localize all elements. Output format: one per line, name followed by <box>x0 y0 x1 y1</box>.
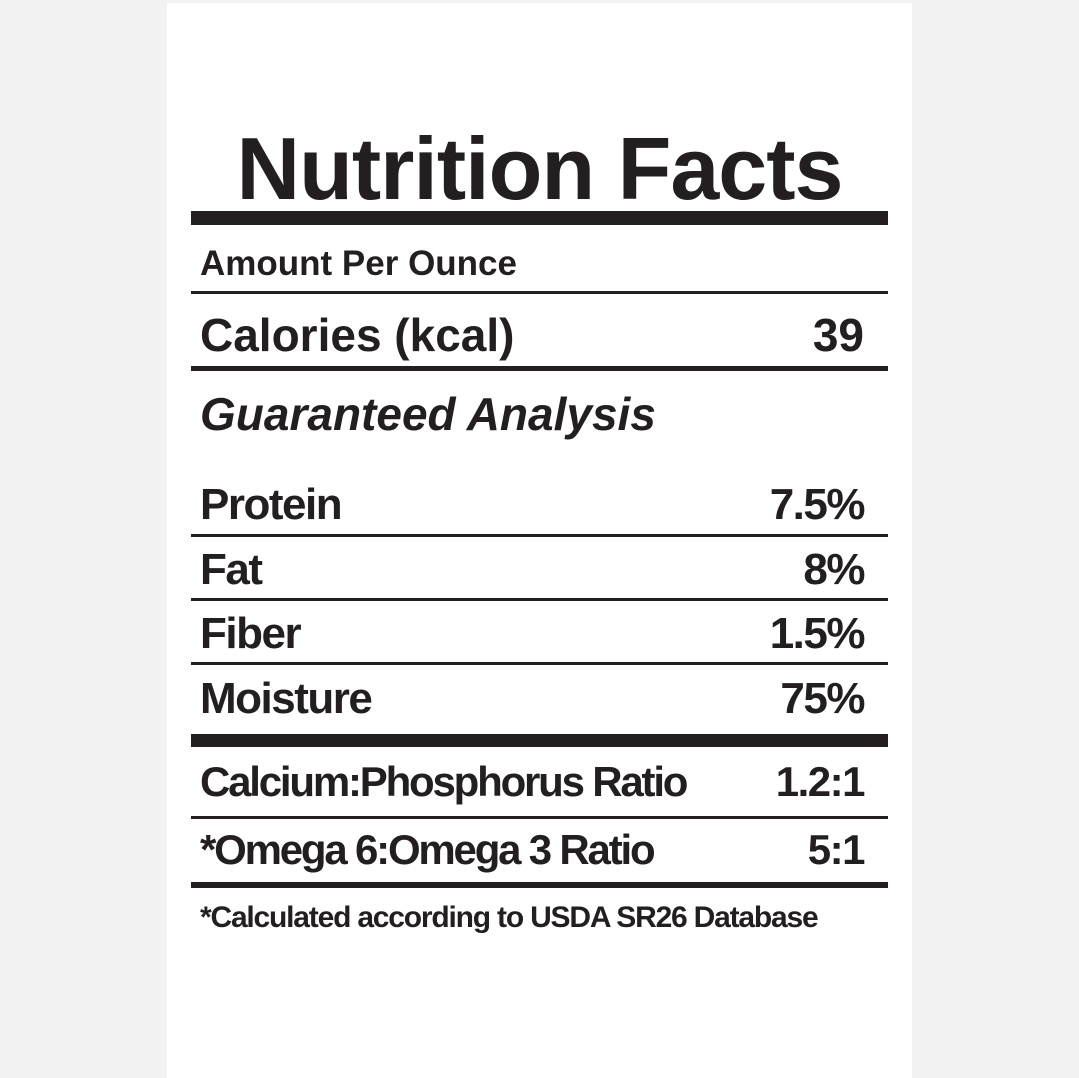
nutrient-label-fiber: Fiber <box>200 609 302 658</box>
nutrient-label-moisture: Moisture <box>200 674 373 723</box>
nutrient-value-fat: 8% <box>803 545 865 594</box>
nutrition-label: Nutrition Facts Amount Per Ounce Calorie… <box>167 3 912 1078</box>
nutrient-label-protein: Protein <box>200 480 343 529</box>
thick-divider-top <box>191 211 888 225</box>
section-heading: Guaranteed Analysis <box>200 388 656 440</box>
divider-fat <box>191 598 888 601</box>
divider-calories <box>191 366 888 371</box>
divider-serving <box>191 291 888 294</box>
divider-protein <box>191 534 888 537</box>
thick-divider-middle <box>191 734 888 747</box>
nutrient-value-moisture: 75% <box>780 674 865 723</box>
calories-label: Calories (kcal) <box>200 309 515 361</box>
calories-value: 39 <box>812 309 864 361</box>
divider-ratio <box>191 816 888 819</box>
nutrient-value-fiber: 1.5% <box>769 609 866 658</box>
nutrient-value-protein: 7.5% <box>769 480 866 529</box>
label-title: Nutrition Facts <box>236 119 844 218</box>
divider-bottom <box>191 882 888 888</box>
ratio-value-calcium-phosphorus: 1.2:1 <box>775 758 866 805</box>
ratio-label-omega: *Omega 6:Omega 3 Ratio <box>200 826 656 873</box>
ratio-label-calcium-phosphorus: Calcium:Phosphorus Ratio <box>200 758 688 805</box>
nutrient-label-fat: Fat <box>200 545 263 594</box>
ratio-value-omega: 5:1 <box>807 826 866 873</box>
serving-size: Amount Per Ounce <box>200 244 517 283</box>
footnote: *Calculated according to USDA SR26 Datab… <box>200 901 819 934</box>
divider-fiber <box>191 662 888 665</box>
